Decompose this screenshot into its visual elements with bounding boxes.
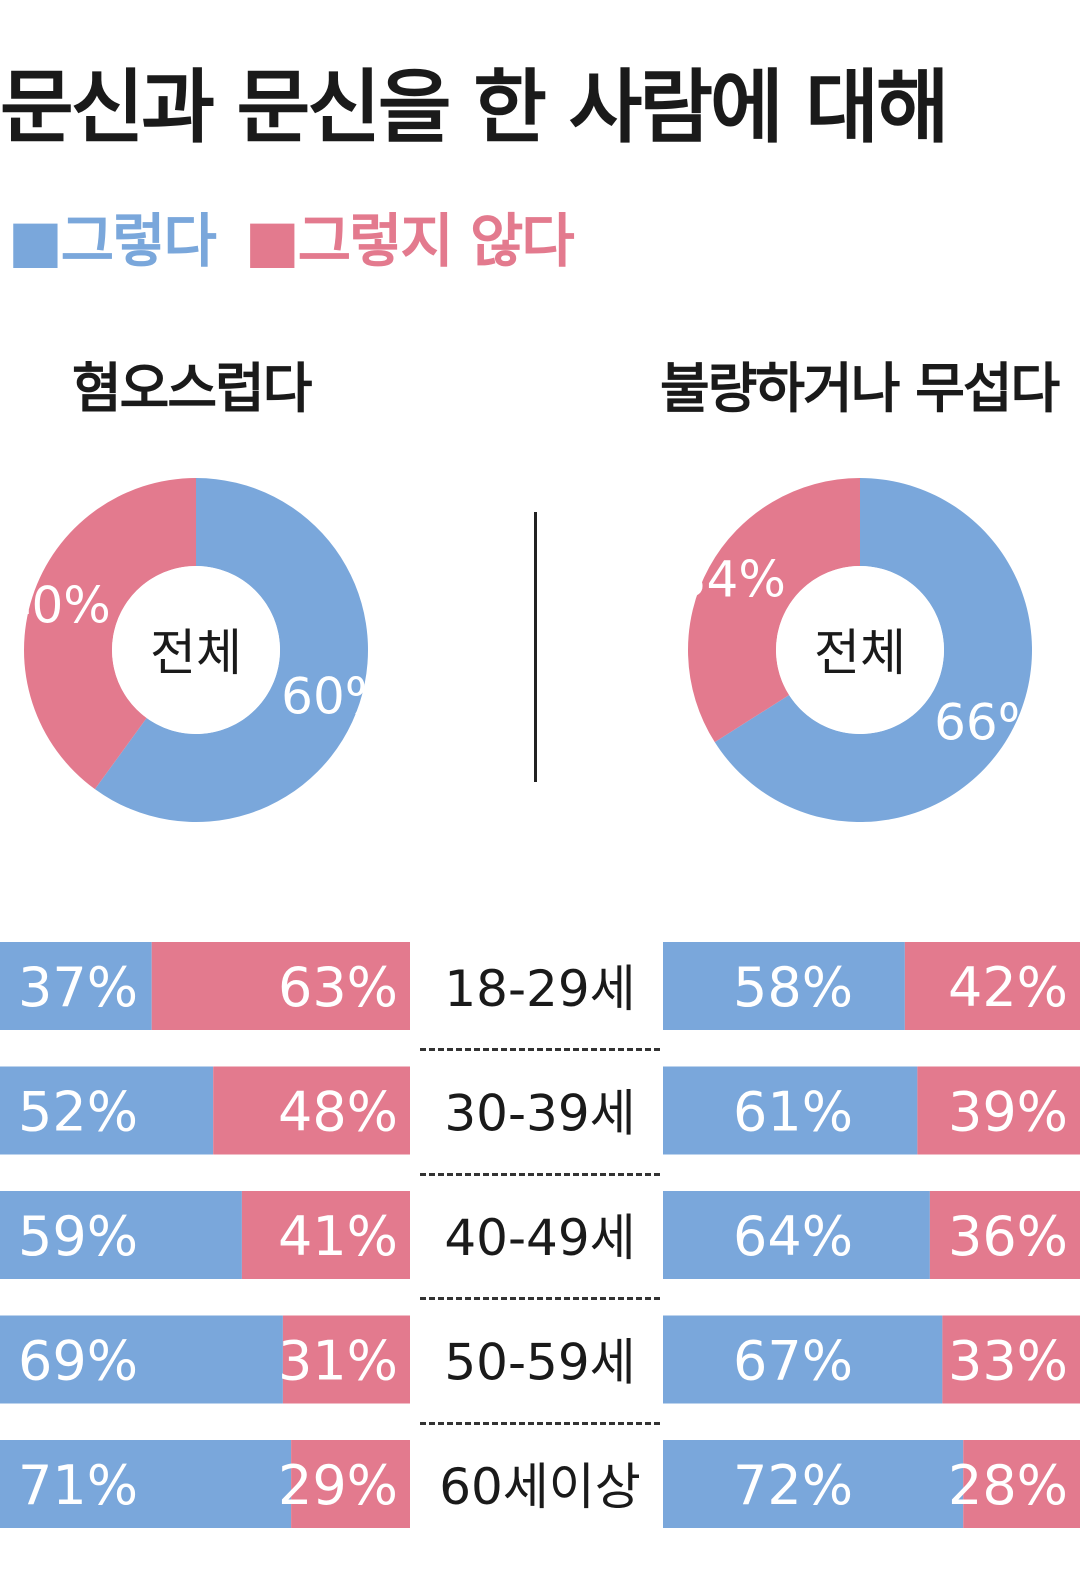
category-label: 40-49세 bbox=[444, 1209, 635, 1267]
donut-left-slice-yes bbox=[94, 478, 368, 822]
data-label-no: 41% bbox=[278, 1205, 398, 1268]
donut-right-center-label: 전체 bbox=[814, 624, 906, 682]
bar-segment-yes bbox=[0, 942, 152, 1030]
donut-right-slice-yes bbox=[714, 478, 1032, 823]
donut-right-hole bbox=[776, 566, 944, 734]
data-label-no: 42% bbox=[948, 956, 1068, 1019]
data-label-no: 39% bbox=[948, 1081, 1068, 1144]
bar-segment-yes bbox=[663, 1066, 918, 1155]
bar-segment-no bbox=[929, 1191, 1080, 1279]
row-separator bbox=[420, 1297, 660, 1300]
legend-item-yes: ■그렇다 bbox=[8, 207, 217, 275]
donut-right-slice-label-yes: 66% bbox=[934, 693, 1045, 751]
legend-label-no: ■그렇지 않다 bbox=[244, 207, 575, 275]
bar-segment-yes bbox=[663, 942, 905, 1030]
data-label-yes: 59% bbox=[18, 1205, 138, 1268]
row-separator bbox=[420, 1421, 660, 1425]
data-label-yes: 64% bbox=[733, 1205, 853, 1268]
chart-title: 문신과 문신을 한 사람에 대해 bbox=[0, 61, 950, 154]
data-label-no: 33% bbox=[948, 1330, 1068, 1393]
data-label-no: 28% bbox=[948, 1454, 1068, 1517]
legend-label-yes: ■그렇다 bbox=[8, 207, 217, 275]
bar-segment-yes bbox=[0, 1191, 242, 1279]
donut-right-slice-no bbox=[688, 478, 860, 743]
donut-left-slice-label-yes: 60% bbox=[281, 668, 392, 726]
data-label-yes: 58% bbox=[733, 956, 853, 1019]
bar-segment-no bbox=[963, 1440, 1080, 1528]
legend: ■그렇다 ■그렇지 않다 bbox=[8, 207, 575, 275]
donut-left-slice-no bbox=[24, 478, 196, 790]
donut-left-center-label: 전체 bbox=[150, 624, 242, 682]
data-label-yes: 37% bbox=[18, 956, 138, 1019]
data-label-yes: 52% bbox=[18, 1081, 138, 1144]
bar-segment-yes bbox=[663, 1315, 943, 1404]
donut-right-slice-label-no: 34% bbox=[675, 551, 786, 609]
data-label-yes: 69% bbox=[18, 1330, 138, 1393]
bar-segment-yes bbox=[663, 1191, 930, 1279]
data-label-yes: 71% bbox=[18, 1454, 138, 1517]
category-label: 18-29세 bbox=[444, 960, 635, 1018]
vertical-divider bbox=[534, 512, 537, 782]
bar-segment-yes bbox=[0, 1315, 283, 1404]
row-separator bbox=[420, 1172, 660, 1176]
bar-segment-no bbox=[942, 1315, 1080, 1404]
bar-segment-no bbox=[904, 942, 1080, 1030]
bar-segment-no bbox=[917, 1066, 1080, 1155]
donut-title-scary: 불량하거나 무섭다 bbox=[660, 357, 1060, 420]
bar-segment-yes bbox=[0, 1066, 214, 1155]
data-label-no: 48% bbox=[278, 1081, 398, 1144]
bar-segment-yes bbox=[0, 1440, 292, 1528]
data-label-yes: 67% bbox=[733, 1330, 853, 1393]
bar-segment-no bbox=[291, 1440, 410, 1528]
data-label-no: 31% bbox=[278, 1330, 398, 1393]
data-label-yes: 72% bbox=[733, 1454, 853, 1517]
row-separator bbox=[420, 1048, 660, 1051]
donut-left-hole bbox=[112, 566, 280, 734]
category-label: 30-39세 bbox=[444, 1085, 635, 1143]
bar-segment-no bbox=[241, 1191, 410, 1279]
data-label-no: 29% bbox=[278, 1454, 398, 1517]
legend-item-no: ■그렇지 않다 bbox=[244, 207, 575, 275]
donut-title-disgusting: 혐오스럽다 bbox=[72, 357, 312, 420]
bar-segment-yes bbox=[663, 1440, 964, 1528]
data-label-no: 36% bbox=[948, 1205, 1068, 1268]
bar-segment-no bbox=[213, 1066, 410, 1155]
category-label: 60세이상 bbox=[439, 1458, 641, 1516]
category-label: 50-59세 bbox=[444, 1334, 635, 1392]
bar-segment-no bbox=[282, 1315, 410, 1404]
data-label-yes: 61% bbox=[733, 1081, 853, 1144]
donut-left-slice-label-no: 40% bbox=[0, 576, 111, 634]
data-label-no: 63% bbox=[278, 956, 398, 1019]
bar-segment-no bbox=[151, 942, 410, 1030]
